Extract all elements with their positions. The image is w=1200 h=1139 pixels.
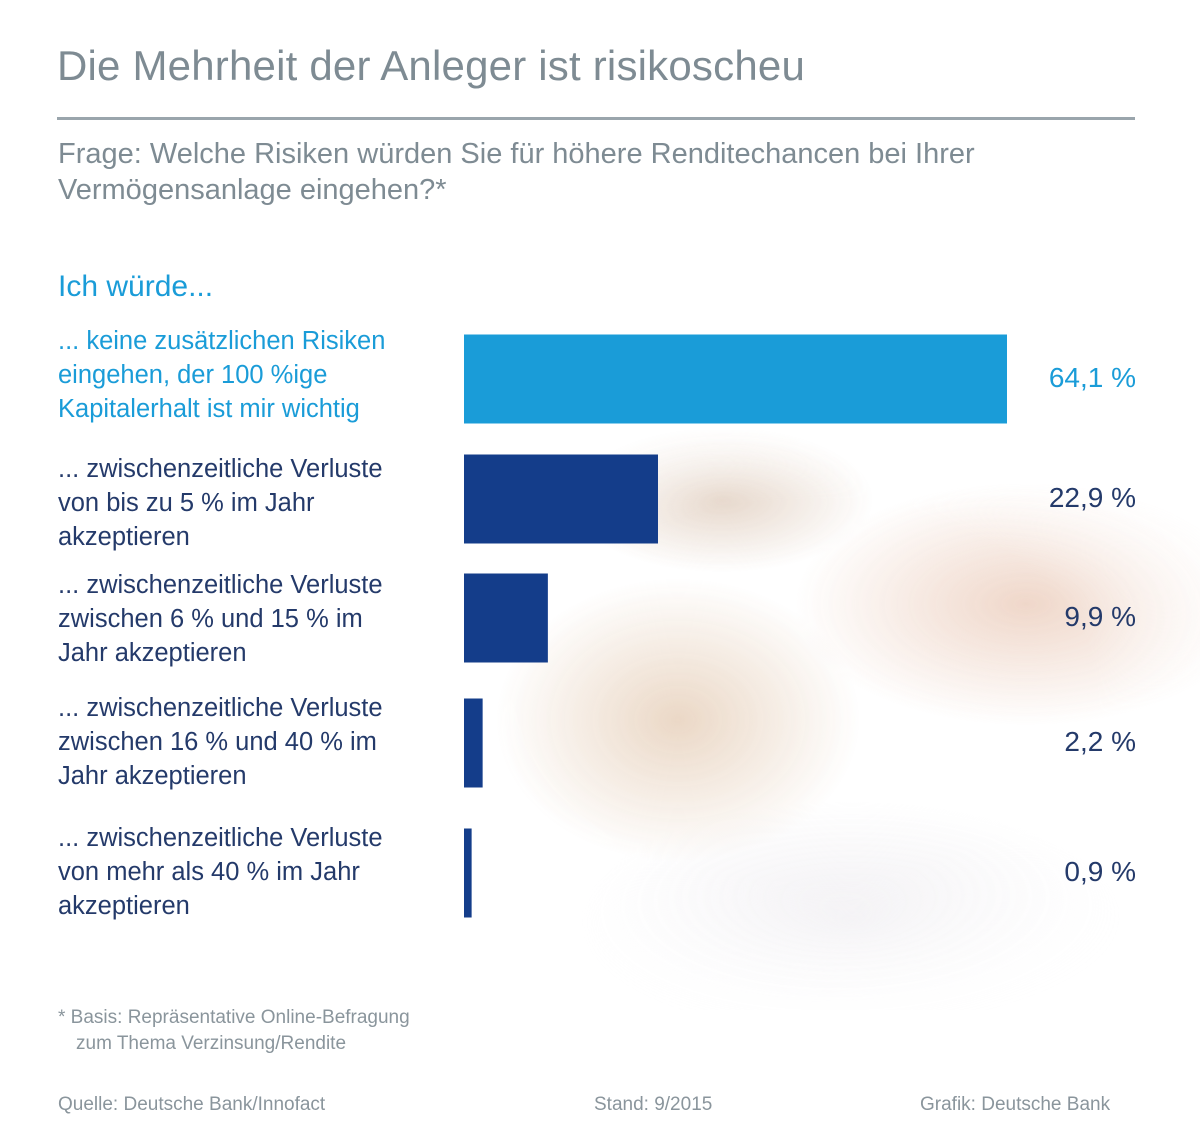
bar-3 (464, 573, 548, 663)
category-label-1: ... keine zusätzlichen Risiken eingehen, … (58, 327, 386, 423)
value-label-5: 0,9 % (1064, 856, 1136, 887)
bar-5 (464, 828, 472, 918)
category-label-2: ... zwischenzeitliche Verluste von bis zu… (58, 455, 383, 551)
footer-credit: Grafik: Deutsche Bank (920, 1094, 1111, 1115)
chart-subtitle: Frage: Welche Risiken würden Sie für höh… (58, 138, 975, 206)
value-label-3: 9,9 % (1064, 601, 1136, 632)
value-label-2: 22,9 % (1048, 482, 1136, 513)
footnote-line-1: * Basis: Repräsentative Online-Befragung (58, 1007, 410, 1028)
category-label-4: ... zwischenzeitliche Verluste zwischen 1… (58, 694, 383, 790)
title-divider (57, 117, 1135, 120)
footer-date: Stand: 9/2015 (594, 1094, 713, 1115)
bar-4 (464, 698, 483, 788)
footnote-line-2: zum Thema Verzinsung/Rendite (76, 1033, 347, 1054)
categories-lead: Ich würde... (58, 270, 214, 303)
bar-1 (464, 334, 1007, 424)
category-label-5: ... zwischenzeitliche Verluste von mehr a… (58, 824, 383, 920)
value-label-1: 64,1 % (1048, 362, 1136, 393)
category-label-3: ... zwischenzeitliche Verluste zwischen 6… (58, 571, 383, 667)
footer-source: Quelle: Deutsche Bank/Innofact (58, 1094, 326, 1115)
footnote: * Basis: Repräsentative Online-Befragung… (58, 1005, 410, 1057)
chart-title: Die Mehrheit der Anleger ist risikoscheu (57, 42, 806, 89)
value-label-4: 2,2 % (1064, 726, 1136, 757)
bar-2 (464, 454, 658, 544)
